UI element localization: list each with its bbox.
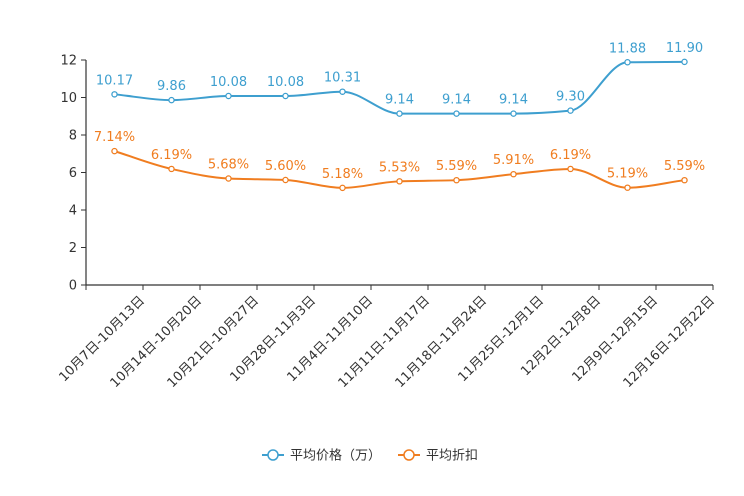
- data-point[interactable]: [339, 88, 346, 95]
- data-label: 9.14: [442, 93, 471, 108]
- y-tick-label: 10: [60, 91, 77, 106]
- legend-circle-marker: [403, 449, 415, 461]
- series-layer: 10.17 9.86 10.08 10.08 10.31 9.14 9.14 9.14 9.30…: [94, 41, 705, 192]
- data-point[interactable]: [111, 147, 118, 155]
- series-avg-price: 10.17 9.86 10.08 10.08 10.31 9.14 9.14 9.14 9.30…: [96, 41, 703, 117]
- data-point[interactable]: [624, 59, 631, 66]
- data-point[interactable]: [567, 107, 574, 114]
- data-label: 6.19%: [151, 148, 192, 163]
- data-point[interactable]: [396, 110, 403, 117]
- data-point[interactable]: [168, 96, 175, 104]
- data-label: 5.68%: [208, 158, 249, 173]
- data-label: 5.18%: [322, 167, 363, 182]
- data-point[interactable]: [282, 176, 289, 184]
- series-avg-discount: 7.14% 6.19% 5.68% 5.60% 5.18% 5.53% 5.59% 5.91%…: [94, 130, 705, 192]
- data-point[interactable]: [453, 176, 460, 184]
- legend-circle-marker: [267, 449, 279, 461]
- data-point[interactable]: [225, 92, 232, 100]
- data-label: 11.90: [666, 41, 703, 56]
- data-label: 5.60%: [265, 159, 306, 174]
- data-point[interactable]: [681, 176, 688, 184]
- data-label: 9.14: [499, 93, 528, 108]
- data-point[interactable]: [168, 165, 175, 173]
- legend: 平均价格（万） 平均折扣: [262, 448, 478, 464]
- data-label: 11.88: [609, 41, 646, 56]
- data-label: 6.19%: [550, 148, 591, 163]
- data-label: 5.19%: [607, 167, 648, 182]
- y-tick-label: 4: [69, 204, 77, 219]
- legend-label: 平均折扣: [426, 449, 478, 464]
- y-tick-label: 12: [60, 54, 77, 69]
- data-label: 5.59%: [664, 159, 705, 174]
- data-point[interactable]: [510, 170, 517, 178]
- legend-item[interactable]: 平均价格（万）: [262, 448, 381, 464]
- x-axis: 10月7日-10月13日10月14日-10月20日10月21日-10月27日10…: [56, 284, 718, 391]
- data-label: 7.14%: [94, 130, 135, 145]
- data-label: 10.31: [324, 71, 361, 86]
- data-point[interactable]: [225, 175, 232, 182]
- data-label: 9.14: [385, 93, 414, 108]
- legend-item[interactable]: 平均折扣: [398, 449, 478, 464]
- y-tick-label: 8: [69, 129, 77, 144]
- data-point[interactable]: [339, 184, 346, 192]
- data-label: 10.08: [267, 75, 304, 90]
- data-label: 5.91%: [493, 153, 534, 168]
- legend-label: 平均价格（万）: [290, 448, 381, 464]
- y-axis: 0 2 4 6 8 10 12: [60, 54, 87, 294]
- data-point[interactable]: [624, 184, 631, 191]
- data-point[interactable]: [282, 92, 289, 100]
- data-point[interactable]: [510, 110, 517, 117]
- y-tick-label: 6: [69, 166, 77, 181]
- y-tick-label: 2: [69, 241, 77, 256]
- data-label: 10.08: [210, 75, 247, 90]
- data-point[interactable]: [396, 178, 403, 185]
- data-label: 10.17: [96, 73, 133, 88]
- data-point[interactable]: [111, 91, 118, 98]
- data-label: 5.59%: [436, 159, 477, 174]
- data-label: 5.53%: [379, 160, 420, 175]
- data-point[interactable]: [681, 58, 688, 66]
- data-label: 9.86: [157, 79, 186, 94]
- data-label: 9.30: [556, 90, 585, 105]
- data-point[interactable]: [567, 165, 574, 173]
- y-tick-label: 0: [69, 279, 77, 294]
- data-point[interactable]: [453, 110, 460, 117]
